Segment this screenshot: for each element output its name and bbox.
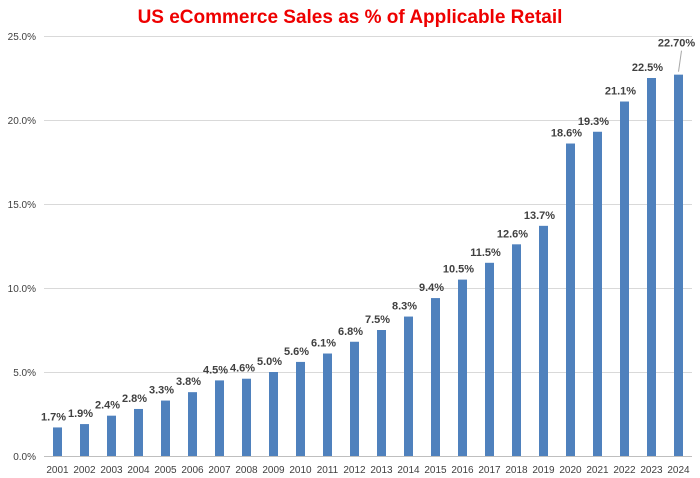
data-label-leader — [678, 50, 682, 72]
x-tick-label: 2019 — [532, 465, 555, 476]
x-tick-label: 2021 — [586, 465, 609, 476]
data-label: 8.3% — [392, 301, 417, 313]
data-label: 13.7% — [524, 210, 555, 222]
data-label: 1.7% — [41, 411, 66, 423]
y-tick-label: 5.0% — [13, 368, 36, 379]
x-tick-label: 2008 — [235, 465, 258, 476]
y-tick-label: 10.0% — [8, 284, 36, 295]
x-tick-label: 2014 — [397, 465, 420, 476]
bar — [485, 262, 494, 456]
bar — [377, 330, 386, 456]
bar — [539, 225, 548, 456]
bar — [296, 361, 305, 456]
x-tick-label: 2012 — [343, 465, 366, 476]
x-tick-label: 2017 — [478, 465, 501, 476]
data-label: 9.4% — [419, 282, 444, 294]
y-axis-ticks: 0.0% 5.0% 10.0% 15.0% 20.0% 25.0% — [8, 32, 36, 463]
data-label: 2.4% — [95, 400, 120, 412]
x-tick-label: 2011 — [317, 465, 339, 476]
data-label: 4.5% — [203, 364, 228, 376]
x-tick-label: 2007 — [208, 465, 231, 476]
y-tick-label: 20.0% — [8, 116, 36, 127]
bar — [323, 353, 332, 456]
data-label: 21.1% — [605, 86, 636, 98]
bar — [134, 408, 143, 456]
y-tick-label: 0.0% — [13, 452, 36, 463]
bar — [350, 341, 359, 456]
data-label: 11.5% — [470, 247, 501, 259]
gridlines — [44, 36, 692, 457]
data-labels: 1.7% 1.9%2.4%2.8%3.3%3.8%4.5% 4.6%5.0%5.6%… — [41, 38, 695, 424]
data-label: 2.8% — [122, 393, 147, 405]
x-tick-label: 2022 — [613, 465, 636, 476]
x-tick-label: 2018 — [505, 465, 528, 476]
bar — [188, 392, 197, 456]
data-label: 4.6% — [230, 363, 255, 375]
data-label: 10.5% — [443, 264, 474, 276]
bar — [242, 378, 251, 456]
y-tick-label: 15.0% — [8, 200, 36, 211]
x-tick-label: 2013 — [370, 465, 393, 476]
x-tick-label: 2024 — [667, 465, 690, 476]
x-tick-label: 2009 — [262, 465, 285, 476]
x-tick-label: 2004 — [127, 465, 150, 476]
data-label: 22.5% — [632, 62, 663, 74]
bar — [269, 372, 278, 456]
x-tick-label: 2001 — [46, 465, 69, 476]
x-tick-label: 2015 — [424, 465, 447, 476]
x-axis-ticks: 2001 2002 2003 2004 2005 2006 2007 2008 2009 2010… — [46, 465, 690, 476]
x-tick-label: 2006 — [181, 465, 204, 476]
x-tick-label: 2020 — [559, 465, 582, 476]
x-tick-label: 2002 — [73, 465, 96, 476]
x-tick-label: 2010 — [289, 465, 312, 476]
bar — [620, 101, 629, 457]
bar — [512, 244, 521, 456]
bar — [674, 74, 683, 456]
data-label: 19.3% — [578, 116, 609, 128]
bar — [53, 427, 62, 456]
bar — [107, 415, 116, 456]
data-label: 6.8% — [338, 326, 363, 338]
data-label: 5.6% — [284, 346, 309, 358]
x-tick-label: 2016 — [451, 465, 474, 476]
data-label: 7.5% — [365, 314, 390, 326]
chart-title: US eCommerce Sales as % of Applicable Re… — [138, 7, 563, 28]
x-tick-label: 2023 — [640, 465, 663, 476]
bar — [80, 424, 89, 456]
y-tick-label: 25.0% — [8, 32, 36, 43]
data-label: 12.6% — [497, 228, 528, 240]
bar — [431, 298, 440, 456]
bar — [593, 131, 602, 456]
bars — [53, 74, 683, 457]
bar — [161, 400, 170, 456]
bar — [215, 380, 224, 456]
data-label: 3.8% — [176, 376, 201, 388]
data-label: 3.3% — [149, 385, 174, 397]
data-label: 18.6% — [551, 128, 582, 140]
x-tick-label: 2005 — [154, 465, 177, 476]
bar — [458, 279, 467, 456]
data-label: 1.9% — [68, 408, 93, 420]
bar — [404, 316, 413, 456]
bar — [647, 78, 656, 456]
data-label: 22.70% — [658, 38, 696, 50]
data-label: 6.1% — [311, 338, 336, 350]
bar — [566, 143, 575, 456]
x-tick-label: 2003 — [100, 465, 123, 476]
data-label: 5.0% — [257, 356, 282, 368]
